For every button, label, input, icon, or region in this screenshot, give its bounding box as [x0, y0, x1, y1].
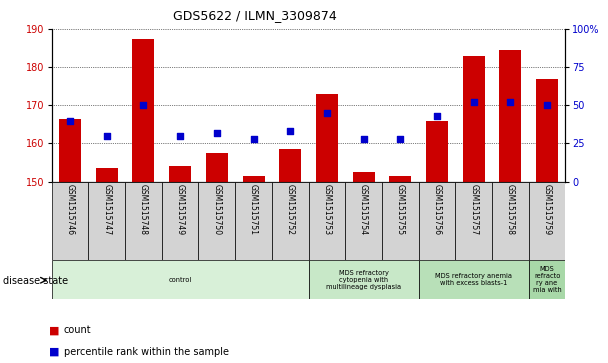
- Bar: [419, 182, 455, 260]
- Point: [249, 136, 258, 142]
- Bar: [235, 182, 272, 260]
- Bar: [279, 149, 301, 182]
- Bar: [206, 153, 228, 182]
- Bar: [463, 56, 485, 182]
- Bar: [243, 176, 264, 182]
- Text: percentile rank within the sample: percentile rank within the sample: [64, 347, 229, 357]
- Bar: [308, 260, 419, 299]
- Point: [359, 136, 368, 142]
- Bar: [536, 79, 558, 182]
- Bar: [308, 182, 345, 260]
- Bar: [529, 182, 565, 260]
- Text: GSM1515753: GSM1515753: [322, 184, 331, 235]
- Bar: [59, 119, 81, 182]
- Text: GSM1515750: GSM1515750: [212, 184, 221, 235]
- Text: GSM1515749: GSM1515749: [176, 184, 185, 235]
- Text: disease state: disease state: [3, 276, 68, 286]
- Bar: [492, 182, 529, 260]
- Bar: [316, 94, 338, 182]
- Point: [65, 118, 75, 123]
- Bar: [529, 260, 565, 299]
- Text: GSM1515755: GSM1515755: [396, 184, 405, 235]
- Point: [175, 133, 185, 139]
- Text: GSM1515747: GSM1515747: [102, 184, 111, 235]
- Point: [505, 99, 515, 105]
- Text: GSM1515757: GSM1515757: [469, 184, 478, 235]
- Text: GSM1515758: GSM1515758: [506, 184, 515, 235]
- Text: control: control: [168, 277, 192, 282]
- Text: GSM1515751: GSM1515751: [249, 184, 258, 235]
- Text: MDS refractory
cytopenia with
multilineage dysplasia: MDS refractory cytopenia with multilinea…: [326, 269, 401, 290]
- Text: GSM1515756: GSM1515756: [432, 184, 441, 235]
- Bar: [382, 182, 419, 260]
- Bar: [345, 182, 382, 260]
- Bar: [419, 260, 529, 299]
- Bar: [95, 168, 118, 182]
- Text: GSM1515754: GSM1515754: [359, 184, 368, 235]
- Bar: [272, 182, 308, 260]
- Point: [139, 102, 148, 108]
- Point: [102, 133, 112, 139]
- Bar: [52, 260, 308, 299]
- Bar: [426, 121, 448, 182]
- Bar: [88, 182, 125, 260]
- Point: [432, 113, 442, 119]
- Text: GDS5622 / ILMN_3309874: GDS5622 / ILMN_3309874: [173, 9, 337, 22]
- Bar: [499, 50, 522, 182]
- Bar: [198, 182, 235, 260]
- Text: MDS refractory anemia
with excess blasts-1: MDS refractory anemia with excess blasts…: [435, 273, 512, 286]
- Bar: [133, 38, 154, 182]
- Text: GSM1515759: GSM1515759: [542, 184, 551, 235]
- Point: [469, 99, 478, 105]
- Bar: [353, 172, 375, 182]
- Bar: [169, 166, 191, 182]
- Bar: [389, 176, 411, 182]
- Point: [322, 110, 332, 116]
- Point: [285, 128, 295, 134]
- Text: count: count: [64, 325, 91, 335]
- Text: ■: ■: [49, 325, 60, 335]
- Bar: [162, 182, 198, 260]
- Bar: [455, 182, 492, 260]
- Text: GSM1515752: GSM1515752: [286, 184, 295, 235]
- Point: [542, 102, 552, 108]
- Point: [212, 130, 222, 136]
- Bar: [125, 182, 162, 260]
- Text: GSM1515748: GSM1515748: [139, 184, 148, 235]
- Point: [395, 136, 405, 142]
- Text: ■: ■: [49, 347, 60, 357]
- Bar: [52, 182, 88, 260]
- Text: MDS
refracto
ry ane
mia with: MDS refracto ry ane mia with: [533, 266, 561, 293]
- Text: GSM1515746: GSM1515746: [66, 184, 75, 235]
